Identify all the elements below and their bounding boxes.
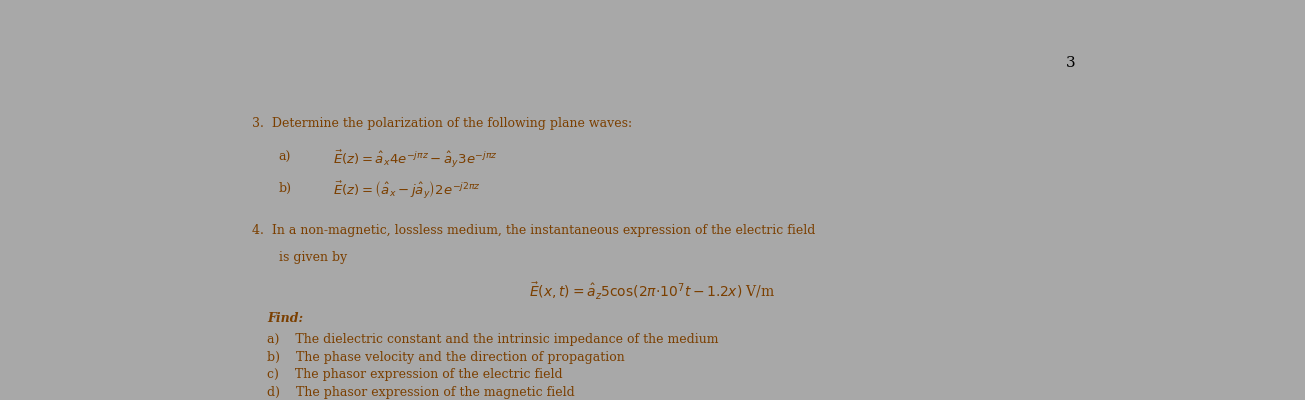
Text: 4.  In a non-magnetic, lossless medium, the instantaneous expression of the elec: 4. In a non-magnetic, lossless medium, t… bbox=[252, 224, 816, 237]
Text: a)    The dielectric constant and the intrinsic impedance of the medium: a) The dielectric constant and the intri… bbox=[268, 333, 719, 346]
Text: Find:: Find: bbox=[268, 312, 303, 325]
Text: 3: 3 bbox=[1066, 56, 1075, 70]
Text: is given by: is given by bbox=[279, 251, 347, 264]
Text: $\vec{E}(z)=\hat{a}_x 4e^{-j\pi z}-\hat{a}_y 3e^{-j\pi z}$: $\vec{E}(z)=\hat{a}_x 4e^{-j\pi z}-\hat{… bbox=[333, 148, 497, 170]
Text: a): a) bbox=[279, 151, 291, 164]
Text: c)    The phasor expression of the electric field: c) The phasor expression of the electric… bbox=[268, 368, 562, 381]
Text: $\vec{E}(z)=\left(\hat{a}_x - j\hat{a}_y\right)2e^{-j2\pi z}$: $\vec{E}(z)=\left(\hat{a}_x - j\hat{a}_y… bbox=[333, 180, 480, 201]
Text: b): b) bbox=[279, 182, 292, 195]
Text: d)    The phasor expression of the magnetic field: d) The phasor expression of the magnetic… bbox=[268, 386, 576, 399]
Text: b)    The phase velocity and the direction of propagation: b) The phase velocity and the direction … bbox=[268, 351, 625, 364]
Text: 3.  Determine the polarization of the following plane waves:: 3. Determine the polarization of the fol… bbox=[252, 117, 632, 130]
Text: $\vec{E}(x,t)=\hat{a}_z 5\cos\!\left(2\pi{\cdot}10^7 t-1.2x\right)$ V/m: $\vec{E}(x,t)=\hat{a}_z 5\cos\!\left(2\p… bbox=[530, 280, 775, 302]
